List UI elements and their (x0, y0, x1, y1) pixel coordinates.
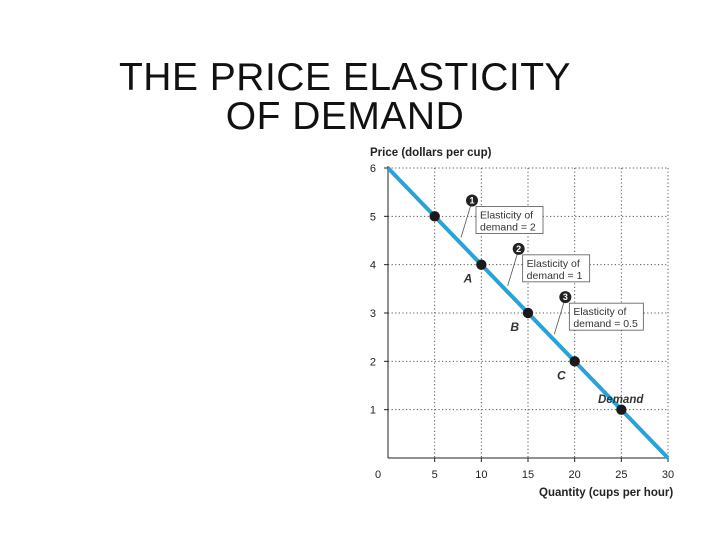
annotation-badge-number-3: 3 (563, 292, 568, 302)
data-point-5 (616, 404, 627, 415)
y-axis-label: Price (dollars per cup) (370, 147, 492, 159)
x-tick-label-20: 20 (569, 469, 581, 481)
annotation-leader-2 (507, 252, 519, 286)
y-tick-label-2: 2 (370, 356, 376, 368)
annotation-leader-3 (553, 301, 565, 335)
y-tick-label-4: 4 (370, 260, 376, 272)
annotation-badge-3 (559, 291, 572, 304)
x-tick-label-10: 10 (475, 469, 487, 481)
x-tick-label-0: 0 (375, 469, 381, 481)
x-tick-label-15: 15 (522, 469, 534, 481)
annotation-box-3 (568, 302, 644, 331)
annotation-badge-1 (466, 194, 478, 207)
slide-title-line-2: OF DEMAND (225, 95, 465, 138)
annotation-text-line1-2: Elasticity of (527, 258, 580, 270)
point-label-B: B (510, 320, 519, 334)
annotation-text-line1-1: Elasticity of (480, 210, 533, 222)
slide-title-line-1: THE PRICE ELASTICITY (118, 56, 572, 99)
slide-title: THE PRICE ELASTICITY OF DEMAND (60, 58, 630, 136)
data-point-B (522, 307, 534, 319)
y-tick-label-5: 5 (370, 211, 376, 223)
point-layer: A B C (429, 211, 627, 415)
annotation-badge-2 (512, 242, 525, 255)
x-tick-label-25: 25 (615, 469, 627, 481)
annotation-text-line2-3: demand = 0.5 (573, 318, 638, 330)
data-point-C (569, 356, 580, 367)
series-label-demand: Demand (598, 394, 644, 406)
annotation-box-1 (475, 206, 544, 234)
x-tick-label-30: 30 (662, 469, 674, 481)
axes: 1 2 3 4 5 6 0 5 10 15 20 25 30 (370, 163, 674, 481)
annotation-text-line2-2: demand = 1 (527, 270, 583, 282)
y-tick-label-6: 6 (370, 163, 376, 175)
data-point-1 (429, 211, 440, 222)
y-tick-label-1: 1 (370, 405, 376, 417)
x-axis-label: Quantity (cups per hour) (539, 487, 673, 499)
annotation-badge-number-2: 2 (516, 244, 521, 254)
annotation-text-line1-3: Elasticity of (573, 306, 626, 318)
annotation-badge-number-1: 1 (469, 196, 474, 206)
y-tick-label-3: 3 (370, 308, 376, 320)
data-point-A (476, 259, 487, 270)
point-label-A: A (463, 272, 473, 286)
point-label-C: C (557, 368, 566, 382)
annotation-box-2 (522, 254, 591, 283)
annotation-leader-1 (460, 204, 472, 238)
annotation-text-line2-1: demand = 2 (480, 222, 536, 234)
x-tick-label-5: 5 (432, 469, 438, 481)
